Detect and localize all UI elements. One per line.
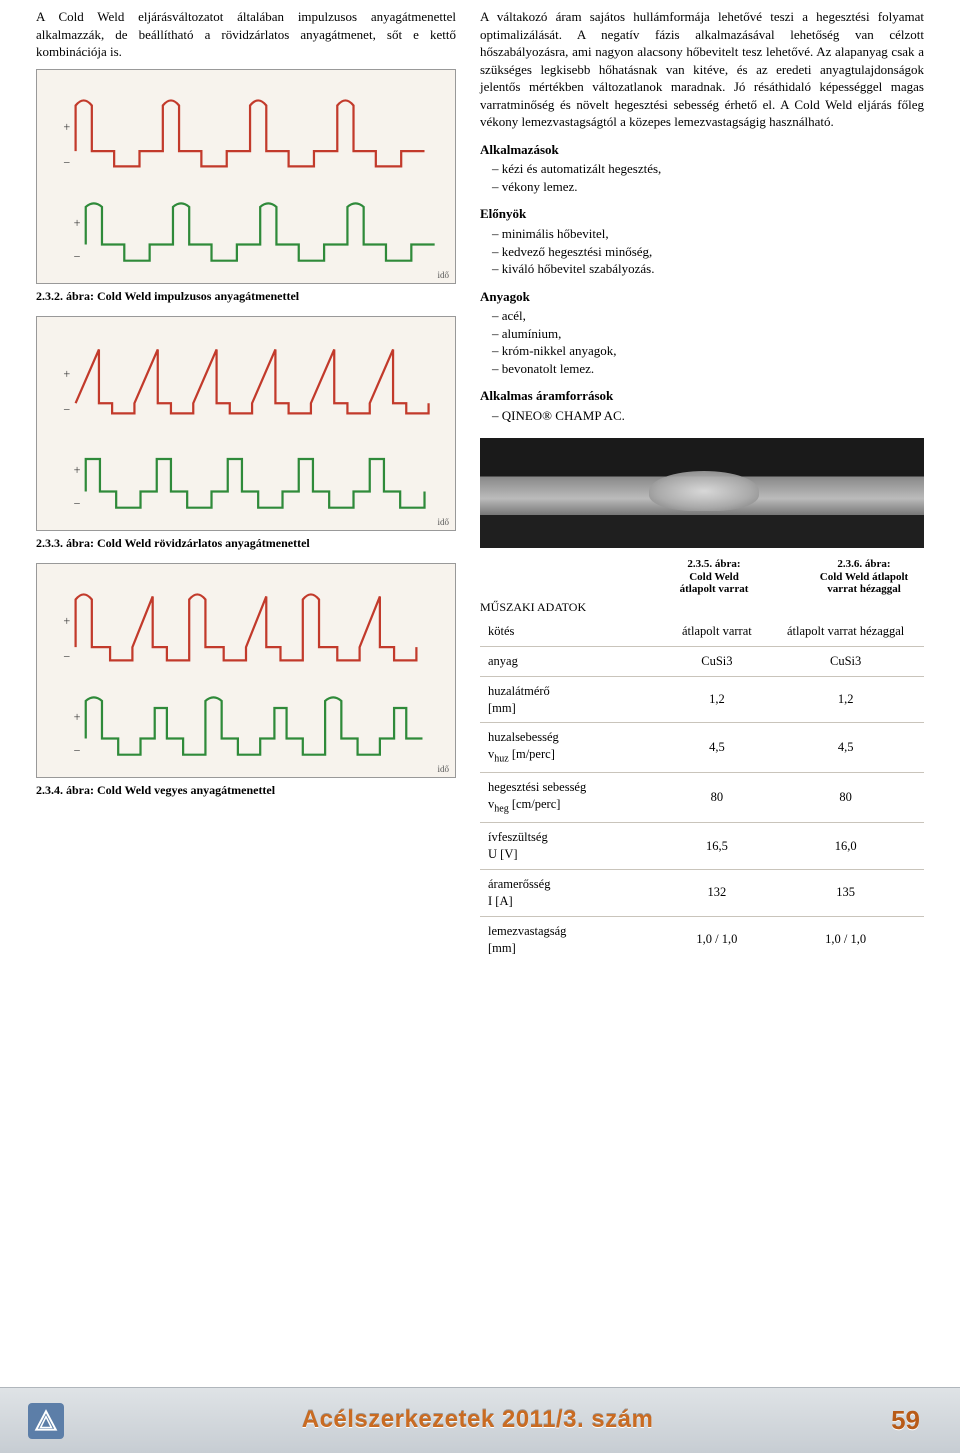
anyagok-list: acél, alumínium, króm-nikkel anyagok, be… <box>480 307 924 377</box>
table-cell-label: hegesztési sebességvheg [cm/perc] <box>480 773 666 823</box>
svg-text:−: − <box>74 249 81 263</box>
main-paragraph: A váltakozó áram sajátos hullámformája l… <box>480 8 924 131</box>
fig234-caption: 2.3.4. ábra: Cold Weld vegyes anyagátmen… <box>36 782 456 798</box>
table-cell-value: átlapolt varrat <box>666 617 767 646</box>
svg-text:−: − <box>63 402 70 416</box>
table-cell-value: átlapolt varrat hézaggal <box>767 617 924 646</box>
list-item: QINEO® CHAMP AC. <box>492 407 924 425</box>
footer-logo <box>28 1403 64 1439</box>
section-title-any: Anyagok <box>480 288 924 306</box>
list-item: acél, <box>492 307 924 325</box>
tech-data-heading: MŰSZAKI ADATOK <box>480 599 924 615</box>
section-title-alk: Alkalmazások <box>480 141 924 159</box>
svg-text:+: + <box>63 614 70 628</box>
section-title-aram: Alkalmas áramforrások <box>480 387 924 405</box>
aramforras-list: QINEO® CHAMP AC. <box>480 407 924 425</box>
fig232-caption: 2.3.2. ábra: Cold Weld impulzusos anyagá… <box>36 288 456 304</box>
list-item: króm-nikkel anyagok, <box>492 342 924 360</box>
table-row: huzalsebességvhuz [m/perc] 4,5 4,5 <box>480 723 924 773</box>
page-footer: Acélszerkezetek 2011/3. szám 59 <box>0 1387 960 1453</box>
fig233-caption: 2.3.3. ábra: Cold Weld rövidzárlatos any… <box>36 535 456 551</box>
list-item: vékony lemez. <box>492 178 924 196</box>
waveform-232-svg: + − + − <box>37 70 455 283</box>
table-cell-label: lemezvastagság [mm] <box>480 916 666 962</box>
photo-captions-row: 2.3.5. ábra: Cold Weld átlapolt varrat 2… <box>480 558 924 594</box>
table-row: áramerősség I [A] 132 135 <box>480 869 924 916</box>
svg-text:+: + <box>74 463 81 477</box>
figure-233-graphic: + − + − idő <box>36 316 456 531</box>
svg-text:−: − <box>63 155 70 169</box>
waveform-234-svg: + − + − <box>37 564 455 777</box>
table-row: huzalátmérő [mm] 1,2 1,2 <box>480 676 924 723</box>
table-cell-value: 16,5 <box>666 823 767 870</box>
footer-issue-title: Acélszerkezetek 2011/3. szám <box>64 1404 891 1436</box>
table-cell-value: 1,2 <box>666 676 767 723</box>
table-row: ívfeszültség U [V] 16,5 16,0 <box>480 823 924 870</box>
list-item: minimális hőbevitel, <box>492 225 924 243</box>
table-cell-value: 135 <box>767 869 924 916</box>
table-cell-label: kötés <box>480 617 666 646</box>
triangle-logo-icon <box>33 1408 59 1434</box>
svg-text:+: + <box>63 119 70 133</box>
svg-text:+: + <box>74 710 81 724</box>
fig236-caption: 2.3.6. ábra: Cold Weld átlapolt varrat h… <box>804 558 924 594</box>
fig233-axis-x: idő <box>437 516 449 528</box>
table-cell-value: 1,0 / 1,0 <box>767 916 924 962</box>
table-cell-label: huzalátmérő [mm] <box>480 676 666 723</box>
fig234-axis-x: idő <box>437 763 449 775</box>
table-row: hegesztési sebességvheg [cm/perc] 80 80 <box>480 773 924 823</box>
table-cell-label: anyag <box>480 646 666 676</box>
section-title-elo: Előnyök <box>480 205 924 223</box>
table-cell-value: 4,5 <box>767 723 924 773</box>
table-cell-value: 16,0 <box>767 823 924 870</box>
footer-page-number: 59 <box>891 1403 920 1438</box>
list-item: kiváló hőbevitel szabályozás. <box>492 260 924 278</box>
table-cell-value: 132 <box>666 869 767 916</box>
figure-233: + − + − idő 2.3.3. ábra: Cold Weld rövid… <box>36 316 456 551</box>
list-item: kézi és automatizált hegesztés, <box>492 160 924 178</box>
figure-234: + − + − idő 2.3.4. ábra: Cold Weld vegye… <box>36 563 456 798</box>
fig235-caption: 2.3.5. ábra: Cold Weld átlapolt varrat <box>654 558 774 594</box>
table-cell-label: ívfeszültség U [V] <box>480 823 666 870</box>
svg-text:−: − <box>63 649 70 663</box>
svg-text:−: − <box>74 497 81 511</box>
list-item: kedvező hegesztési minőség, <box>492 243 924 261</box>
list-item: bevonatolt lemez. <box>492 360 924 378</box>
fig232-axis-x: idő <box>437 269 449 281</box>
figure-232: + − + − idő 2.3.2. ábra: Cold Weld impul… <box>36 69 456 304</box>
tech-data-table: kötés átlapolt varrat átlapolt varrat hé… <box>480 617 924 963</box>
table-row: kötés átlapolt varrat átlapolt varrat hé… <box>480 617 924 646</box>
elonyok-list: minimális hőbevitel, kedvező hegesztési … <box>480 225 924 278</box>
table-cell-value: 1,2 <box>767 676 924 723</box>
table-cell-value: CuSi3 <box>767 646 924 676</box>
table-cell-label: huzalsebességvhuz [m/perc] <box>480 723 666 773</box>
table-row: lemezvastagság [mm] 1,0 / 1,0 1,0 / 1,0 <box>480 916 924 962</box>
table-cell-value: 80 <box>666 773 767 823</box>
table-cell-value: CuSi3 <box>666 646 767 676</box>
list-item: alumínium, <box>492 325 924 343</box>
weld-bead-shape <box>649 471 759 511</box>
figure-232-graphic: + − + − idő <box>36 69 456 284</box>
alkalmazasok-list: kézi és automatizált hegesztés, vékony l… <box>480 160 924 195</box>
intro-paragraph: A Cold Weld eljárásváltozatot általában … <box>36 8 456 61</box>
table-cell-label: áramerősség I [A] <box>480 869 666 916</box>
svg-text:+: + <box>74 216 81 230</box>
table-cell-value: 1,0 / 1,0 <box>666 916 767 962</box>
right-column: A váltakozó áram sajátos hullámformája l… <box>480 8 924 962</box>
table-cell-value: 80 <box>767 773 924 823</box>
waveform-233-svg: + − + − <box>37 317 455 530</box>
left-column: A Cold Weld eljárásváltozatot általában … <box>36 8 456 962</box>
svg-text:−: − <box>74 744 81 758</box>
svg-text:+: + <box>63 367 70 381</box>
weld-macro-photo <box>480 438 924 548</box>
figure-234-graphic: + − + − idő <box>36 563 456 778</box>
table-row: anyag CuSi3 CuSi3 <box>480 646 924 676</box>
table-cell-value: 4,5 <box>666 723 767 773</box>
